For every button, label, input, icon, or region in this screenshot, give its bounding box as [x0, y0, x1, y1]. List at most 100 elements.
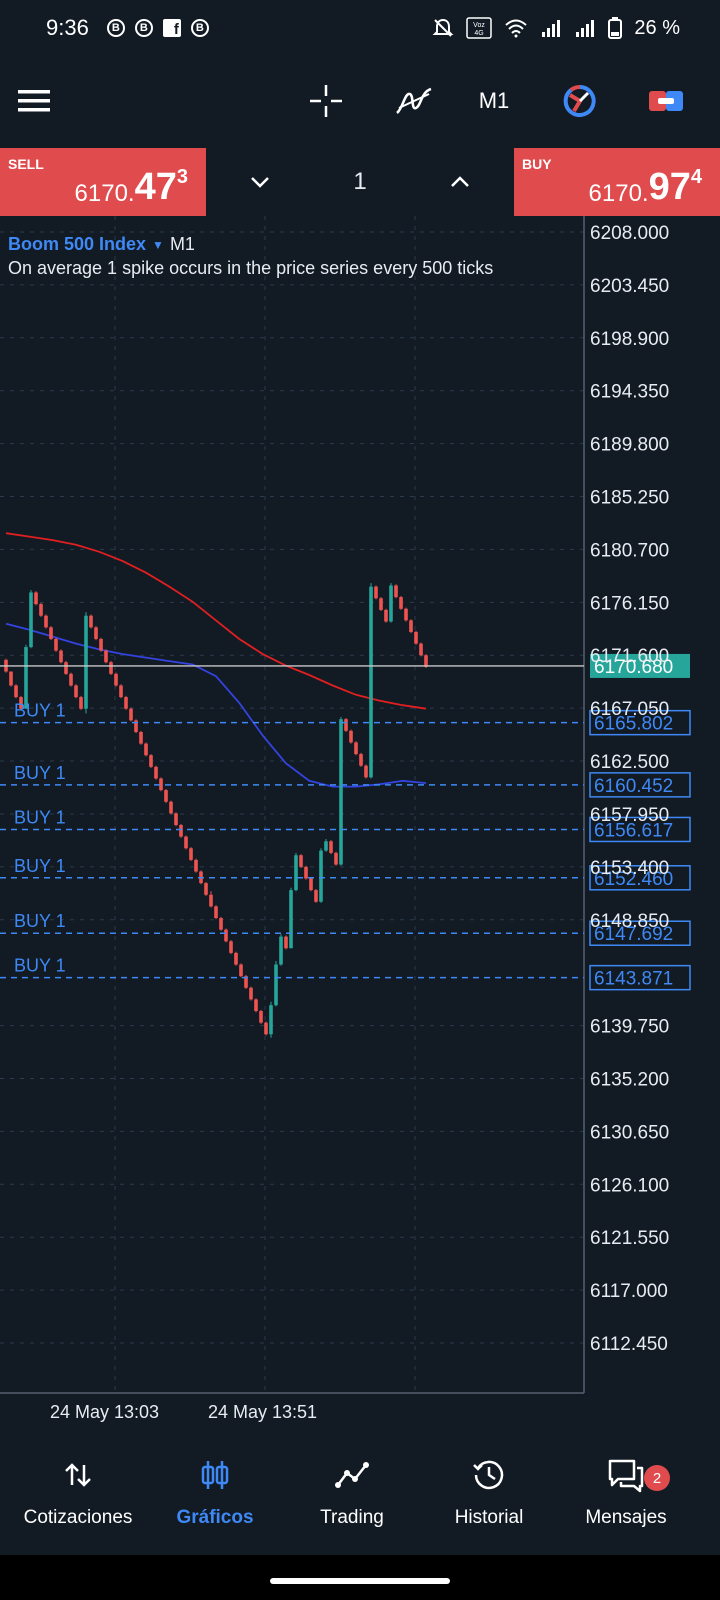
objects-icon	[563, 85, 596, 117]
order-label: BUY 1	[14, 807, 66, 827]
moving-average-blue-line	[5, 622, 427, 788]
candle-body	[394, 585, 398, 598]
order-price-label: 6147.692	[594, 924, 673, 945]
candle-body	[229, 941, 233, 953]
candle-body	[389, 585, 393, 622]
volume-selector: 1	[206, 148, 514, 216]
order-lines: BUY 1 6165.802 BUY 1 6160.452 BUY 1 6156.617 B…	[0, 653, 691, 991]
battery-percent: 26 %	[634, 16, 680, 39]
price-axis-label: 6139.750	[590, 1017, 669, 1038]
candle-body	[334, 852, 338, 865]
candle-body	[299, 855, 303, 867]
nav-charts[interactable]: Gráficos	[145, 1445, 285, 1545]
candle-body	[369, 586, 373, 778]
symbol-name[interactable]: Boom 500 Index	[8, 234, 147, 254]
order-label: BUY 1	[14, 956, 66, 976]
candle-body	[329, 841, 333, 853]
candle-body	[374, 586, 378, 599]
nav-trading-label: Trading	[320, 1507, 384, 1528]
candle-body	[84, 615, 88, 709]
candle-body	[109, 662, 113, 674]
buy-button[interactable]: BUY 6170. 97 4	[514, 148, 720, 216]
candle-body	[309, 878, 313, 891]
candle-body	[384, 609, 388, 622]
candle-body	[409, 620, 413, 632]
candle-body	[344, 719, 348, 731]
sell-price-big: 47	[134, 166, 177, 208]
candle-body	[104, 650, 108, 663]
symbol-header[interactable]: Boom 500 Index ▼ M1	[8, 234, 195, 255]
price-chart[interactable]: BUY 1 6165.802 BUY 1 6160.452 BUY 1 6156.617 B…	[0, 0, 720, 1445]
quotes-arrows-icon	[65, 1463, 91, 1487]
crosshair-button[interactable]	[306, 68, 346, 134]
sell-button[interactable]: SELL 6170. 47 3	[0, 148, 206, 216]
history-clock-icon	[473, 1460, 504, 1490]
candle-body	[194, 859, 198, 872]
price-axis-label: 6130.650	[590, 1122, 669, 1143]
order-price-label: 6165.802	[594, 714, 673, 735]
menu-button[interactable]	[14, 68, 54, 134]
candle-body	[224, 929, 228, 942]
candle-body	[24, 647, 28, 709]
nav-quotes[interactable]: Cotizaciones	[8, 1445, 148, 1545]
status-bar: 9:36 B B f B Voz 4G 26 %	[0, 0, 720, 56]
candle-body	[399, 597, 403, 609]
symbol-timeframe: M1	[169, 234, 195, 254]
caret-down-icon[interactable]: ▼	[152, 237, 164, 252]
order-price-box	[589, 709, 691, 736]
candle-body	[29, 592, 33, 648]
candle-body	[179, 824, 183, 837]
indicators-button[interactable]	[392, 68, 436, 134]
time-axis: 24 May 13:03 24 May 13:51	[50, 1402, 317, 1422]
candle-body	[304, 866, 308, 879]
chart-background	[0, 216, 584, 1393]
candle-body	[279, 936, 283, 965]
trade-button[interactable]	[644, 68, 688, 134]
chart-grid	[0, 216, 585, 1394]
price-axis-label: 6208.000	[590, 223, 669, 244]
wifi-icon	[505, 19, 528, 38]
candle-body	[349, 730, 353, 743]
candle-body	[259, 1011, 263, 1023]
sell-price-sup: 3	[176, 166, 188, 188]
notification-b-icon: B	[190, 19, 209, 37]
timeframe-button[interactable]: M1	[478, 88, 510, 113]
candle-body	[149, 755, 153, 767]
candle-body	[184, 836, 188, 849]
mute-bell-icon	[432, 18, 454, 37]
candle-body	[289, 890, 293, 949]
time-axis-label: 24 May 13:03	[50, 1402, 159, 1422]
buy-price-prefix: 6170.	[588, 180, 649, 207]
nav-messages-label: Mensajes	[585, 1507, 667, 1528]
chart-toolbar: M1	[0, 68, 720, 134]
candle-body	[244, 976, 248, 988]
candle-body	[44, 615, 48, 628]
chevron-down-icon[interactable]	[246, 168, 274, 196]
order-price-box	[589, 865, 691, 891]
price-axis-label: 6171.600	[590, 646, 669, 667]
candle-body	[249, 987, 253, 1000]
home-indicator[interactable]	[270, 1578, 450, 1584]
volume-value[interactable]: 1	[353, 168, 367, 195]
candle-body	[214, 906, 218, 919]
candle-body	[219, 918, 223, 930]
candle-body	[89, 615, 93, 628]
bottom-nav: Cotizaciones Gráficos Trading Historial …	[0, 1445, 720, 1545]
candle-body	[204, 883, 208, 895]
nav-history[interactable]: Historial	[419, 1445, 559, 1545]
nav-trading[interactable]: Trading	[282, 1445, 422, 1545]
candle-body	[364, 765, 368, 778]
order-label: BUY 1	[14, 701, 66, 721]
signal-icon	[542, 20, 561, 37]
nav-messages[interactable]: 2 Mensajes	[556, 1445, 696, 1545]
candle-body	[139, 731, 143, 744]
price-axis-label: 6185.250	[590, 488, 669, 509]
candle-body	[314, 890, 318, 902]
price-axis-label: 6194.350	[590, 382, 669, 403]
notification-b-icon: B	[106, 19, 125, 37]
objects-button[interactable]	[558, 68, 602, 134]
system-nav-bar	[0, 1555, 720, 1600]
candle-body	[119, 685, 123, 698]
candle-body	[264, 1022, 268, 1035]
chevron-up-icon[interactable]	[446, 168, 474, 196]
